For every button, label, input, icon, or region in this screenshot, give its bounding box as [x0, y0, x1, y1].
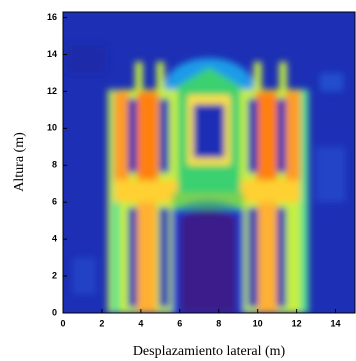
x-tick-label: 14 [331, 318, 341, 328]
y-tick-label: 14 [47, 49, 57, 59]
x-axis-label: Desplazamiento lateral (m) [133, 344, 286, 359]
x-tick-label: 0 [60, 318, 65, 328]
y-axis-label: Altura (m) [12, 132, 27, 192]
y-tick-label: 12 [47, 86, 57, 96]
x-tick-label: 6 [177, 318, 182, 328]
y-tick-label: 10 [47, 123, 57, 133]
y-tick-label: 4 [52, 234, 57, 244]
y-tick-label: 16 [47, 12, 57, 22]
heatmap-image [63, 12, 355, 313]
x-tick-label: 4 [138, 318, 143, 328]
y-tick-label: 0 [52, 307, 57, 317]
x-tick-label: 8 [216, 318, 221, 328]
x-tick-label: 10 [253, 318, 263, 328]
y-tick-label: 2 [52, 270, 57, 280]
y-tick-label: 8 [52, 160, 57, 170]
x-tick-label: 12 [292, 318, 302, 328]
x-tick-label: 2 [99, 318, 104, 328]
y-tick-label: 6 [52, 197, 57, 207]
chart: 0 2 4 6 8 10 12 14 0 2 4 6 8 10 12 14 16 Desplazamiento … [0, 0, 356, 361]
